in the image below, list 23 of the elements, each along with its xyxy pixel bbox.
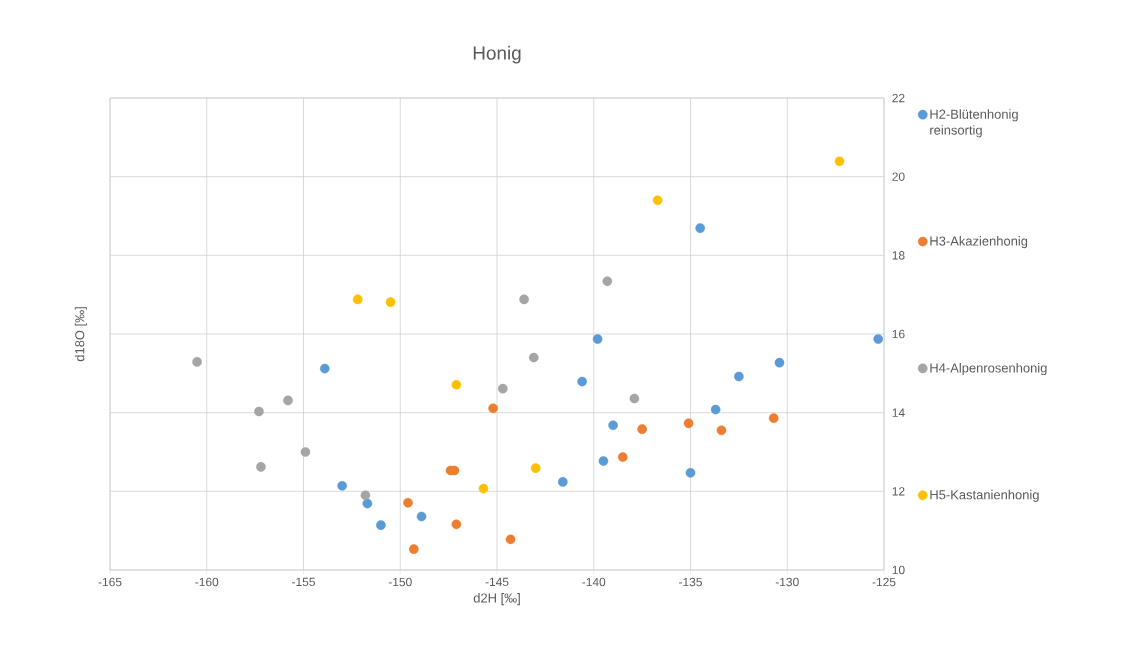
- x-tick-label: -160: [195, 577, 219, 587]
- x-tick-label: -125: [872, 577, 896, 587]
- chart-title: Honig: [473, 45, 521, 64]
- y-tick-label: 14: [892, 408, 905, 417]
- legend-label: H5-Kastanienhonig: [930, 489, 1039, 502]
- x-tick-label: -140: [582, 577, 606, 587]
- x-tick-label: -130: [775, 577, 799, 587]
- x-axis-title: d2H [‰]: [473, 593, 520, 606]
- x-tick-label: -150: [388, 577, 412, 587]
- y-tick-label: 20: [892, 172, 905, 181]
- legend-label: H2-Blütenhonig reinsortig: [930, 109, 1018, 138]
- legend-label: H3-Akazienhonig: [930, 236, 1028, 249]
- y-axis-title: d18O [‰]: [74, 307, 87, 362]
- y-tick-label: 18: [892, 251, 905, 260]
- x-tick-label: -135: [679, 577, 702, 587]
- y-tick-label: 12: [892, 487, 905, 496]
- legend-label: H4-Alpenrosenhonig: [930, 362, 1047, 376]
- y-tick-label: 16: [892, 329, 905, 339]
- y-tick-label: 10: [892, 565, 905, 575]
- y-tick-label: 22: [892, 93, 905, 103]
- x-tick-label: -165: [98, 577, 122, 587]
- x-tick-label: -155: [292, 577, 315, 587]
- x-tick-label: -145: [485, 577, 509, 587]
